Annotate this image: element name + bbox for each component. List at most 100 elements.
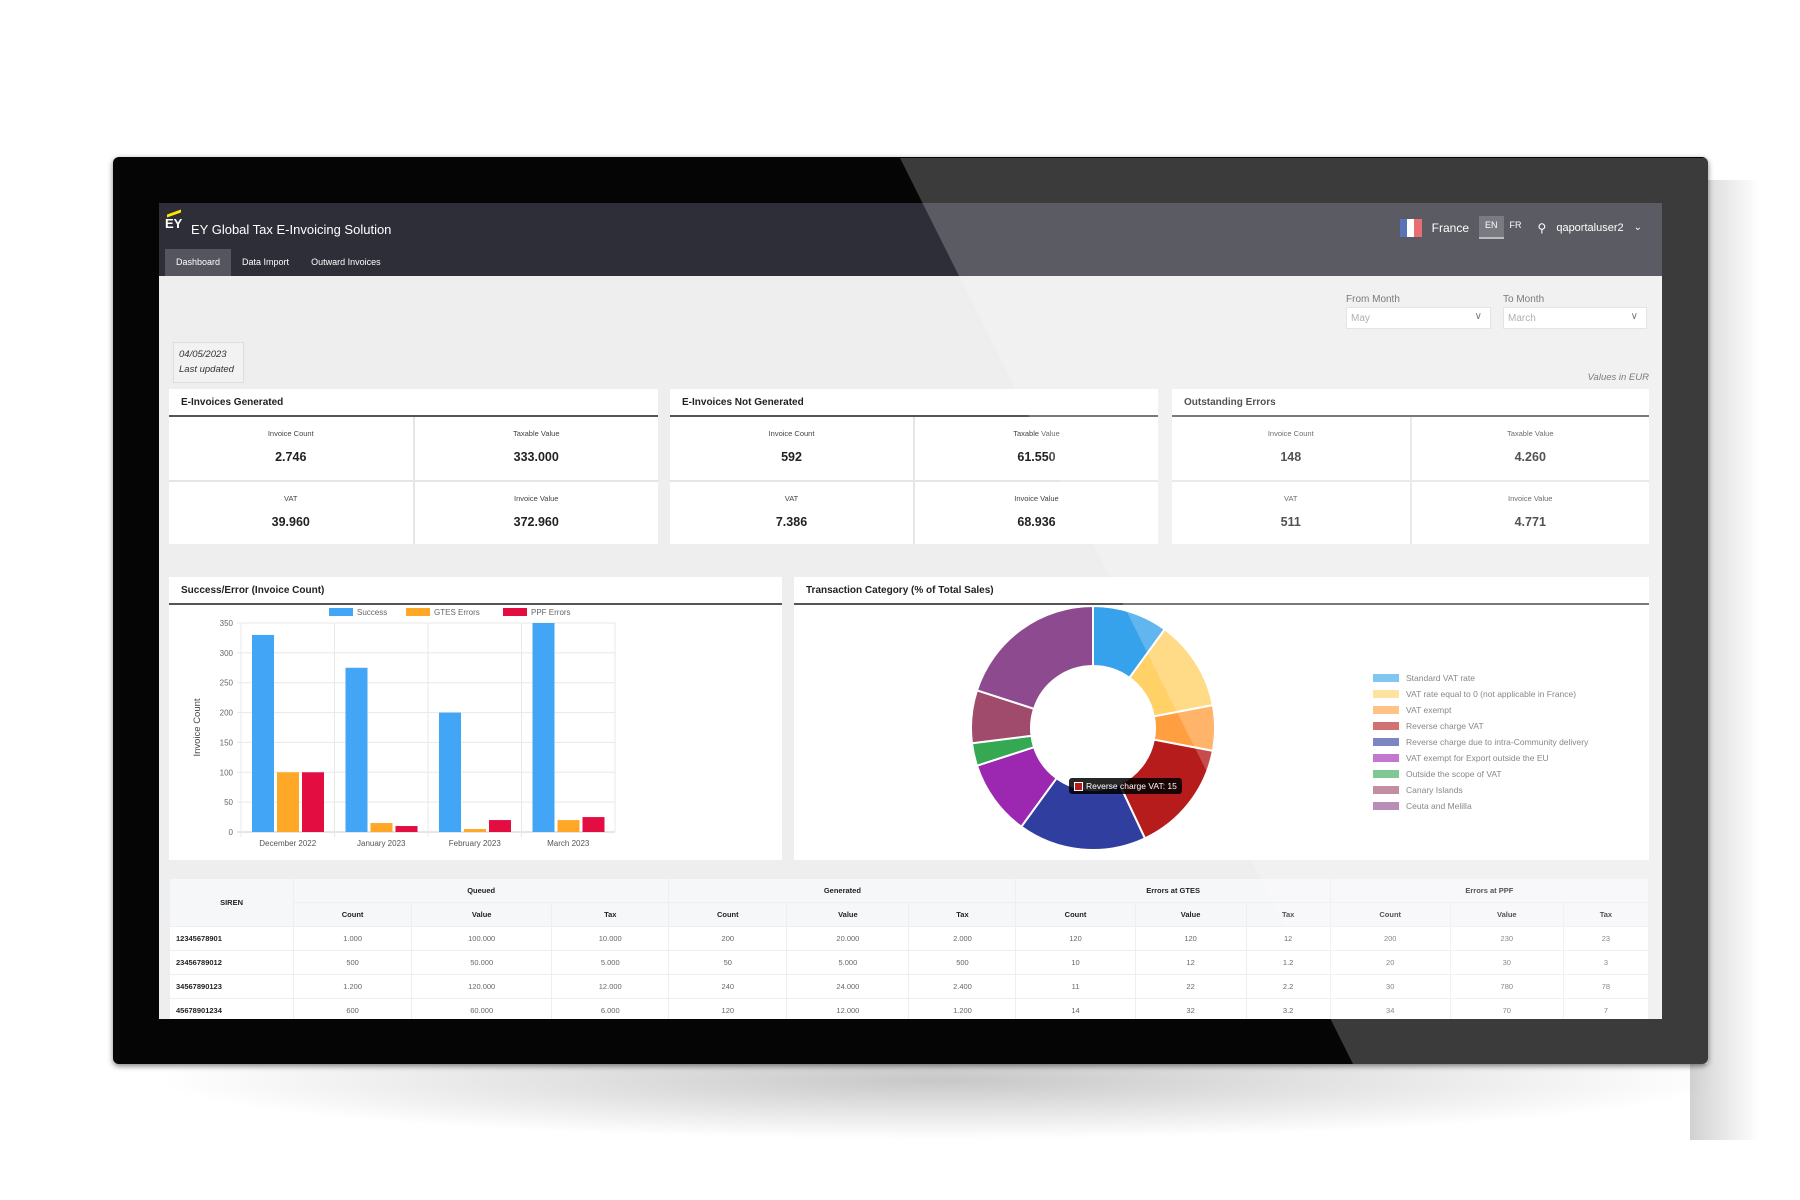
tab-data-import[interactable]: Data Import (242, 257, 290, 267)
table-cell: 50.000 (411, 950, 553, 975)
legend-item[interactable]: VAT exempt for Export outside the EU (1373, 750, 1588, 766)
column-header[interactable]: Value (411, 902, 553, 927)
column-header[interactable]: Count (668, 902, 788, 927)
bar-ppf-errors (489, 820, 511, 832)
kpi-grid: Invoice Count 592 Taxable Value 61.550 VAT 7.… (670, 417, 1158, 544)
to-month-select[interactable]: March ∨ (1503, 307, 1647, 329)
siren-cell: 34567890123 (168, 974, 295, 999)
legend-swatch (1373, 802, 1399, 810)
kpi-metric: Invoice Value 4.771 (1411, 481, 1649, 544)
legend-label: GTES Errors (434, 608, 480, 617)
column-header[interactable]: Value (1449, 902, 1564, 927)
table-cell: 6.000 (551, 998, 670, 1019)
kpi-metric-label: Invoice Value (514, 493, 559, 503)
y-tick-label: 350 (220, 619, 234, 628)
column-header-siren[interactable]: SIREN (168, 878, 295, 927)
kpi-metric-value: 68.936 (1017, 514, 1056, 529)
from-month-select[interactable]: May ∨ (1346, 307, 1491, 329)
legend-item[interactable]: Reverse charge VAT (1373, 718, 1588, 734)
column-header[interactable]: Tax (908, 902, 1017, 927)
bar-chart: 0 50 100 150 200 250 300 350 December 2022 Januar… (192, 608, 616, 848)
column-header[interactable]: Tax (551, 902, 670, 927)
x-tick-label: February 2023 (449, 839, 502, 848)
legend-item[interactable]: Reverse charge due to intra-Community de… (1373, 734, 1588, 750)
last-updated-label: Last updated (179, 364, 234, 375)
table-cell: 200 (668, 926, 788, 951)
legend-swatch (406, 608, 430, 616)
table-cell: 23 (1562, 926, 1650, 951)
table-cell: 2.400 (908, 974, 1017, 999)
kpi-card: E-Invoices Not Generated Invoice Count 592… (670, 389, 1158, 544)
x-tick-label: March 2023 (547, 839, 590, 848)
y-tick-label: 50 (224, 798, 233, 807)
table-cell: 120 (1134, 926, 1247, 951)
column-header[interactable]: Count (293, 902, 413, 927)
table-cell: 20.000 (786, 926, 910, 951)
table-cell: 78 (1562, 974, 1650, 999)
column-header[interactable]: Value (1134, 902, 1247, 927)
lang-en[interactable]: EN (1479, 216, 1504, 239)
bar-success (252, 634, 274, 832)
success-error-panel: Success/Error (Invoice Count) 0 50 100 150 2… (169, 577, 782, 860)
country-selector[interactable]: France (1431, 220, 1470, 235)
kpi-grid: Invoice Count 2.746 Taxable Value 333.000 VA… (169, 417, 658, 544)
kpi-metric-label: Invoice Value (1508, 493, 1553, 503)
table-cell: 7 (1562, 998, 1650, 1019)
kpi-metric-label: Taxable Value (512, 429, 560, 438)
bar-ppf-errors (302, 772, 324, 832)
y-tick-label: 250 (220, 679, 234, 688)
tab-dashboard[interactable]: Dashboard (165, 249, 232, 276)
dashboard-screen: EY EY Global Tax E-Invoicing Solution Da… (159, 203, 1662, 1019)
table-cell: 1.200 (908, 998, 1017, 1019)
legend-swatch (1373, 722, 1399, 730)
column-header[interactable]: Count (1015, 902, 1136, 927)
app-title: EY Global Tax E-Invoicing Solution (191, 222, 392, 237)
table-cell: 120 (1015, 926, 1136, 951)
legend-swatch (1373, 738, 1399, 746)
legend-item[interactable]: VAT exempt (1373, 702, 1588, 718)
table-row: 12345678901 1.000 100.000 10.000 200 20.000 2.… (168, 926, 1650, 951)
legend-swatch (1373, 674, 1399, 682)
chart-tooltip: Reverse charge VAT: 15 (1069, 778, 1182, 794)
column-header[interactable]: Count (1329, 902, 1451, 927)
table-cell: 11 (1015, 974, 1136, 999)
legend-label: VAT rate equal to 0 (not applicable in F… (1406, 689, 1577, 699)
last-updated-date: 04/05/2023 (179, 349, 227, 360)
bar-success (345, 667, 368, 832)
column-group-header: Errors at GTES (1015, 878, 1331, 903)
tab-outward-invoices[interactable]: Outward Invoices (311, 257, 381, 267)
chevron-down-icon: ∨ (1474, 311, 1482, 322)
table-cell: 1.200 (293, 974, 413, 999)
table-cell: 500 (908, 950, 1017, 975)
table-cell: 22 (1134, 974, 1247, 999)
legend-item[interactable]: Canary Islands (1373, 782, 1588, 798)
legend-label: Ceuta and Melilla (1406, 801, 1472, 811)
ey-logo: EY (165, 216, 183, 231)
kpi-metric: Invoice Value 372.960 (414, 481, 658, 544)
bar-success (532, 623, 555, 832)
from-month-label: From Month (1346, 294, 1400, 305)
column-header[interactable]: Tax (1245, 902, 1331, 927)
table-cell: 3 (1562, 950, 1650, 975)
table-cell: 240 (668, 974, 788, 999)
user-menu[interactable]: qaportaluser2 (1556, 221, 1624, 234)
kpi-metric-label: VAT (1284, 493, 1298, 503)
column-header[interactable]: Value (786, 902, 910, 927)
kpi-metric-label: VAT (284, 493, 298, 503)
to-month-value: March (1508, 313, 1536, 324)
main-nav: Dashboard Data Import Outward Invoices (165, 249, 392, 276)
column-header[interactable]: Tax (1562, 902, 1650, 927)
table-row: 45678901234 600 60.000 6.000 120 12.000 1.200 1… (168, 998, 1650, 1019)
legend-item[interactable]: Outside the scope of VAT (1373, 766, 1588, 782)
france-flag-icon (1399, 218, 1422, 237)
legend-item[interactable]: Standard VAT rate (1373, 670, 1588, 686)
header-right: France EN FR ⚲ qaportaluser2 ⌄ (1399, 216, 1642, 239)
legend-item[interactable]: VAT rate equal to 0 (not applicable in F… (1373, 686, 1588, 702)
legend-label: Standard VAT rate (1406, 673, 1475, 683)
kpi-metric: Invoice Count 2.746 (169, 417, 413, 480)
table-cell: 200 (1329, 926, 1451, 951)
currency-note: Values in EUR (1587, 372, 1649, 383)
legend-item[interactable]: Ceuta and Melilla (1373, 798, 1588, 814)
chevron-down-icon[interactable]: ⌄ (1633, 222, 1642, 233)
lang-fr[interactable]: FR (1509, 220, 1522, 230)
